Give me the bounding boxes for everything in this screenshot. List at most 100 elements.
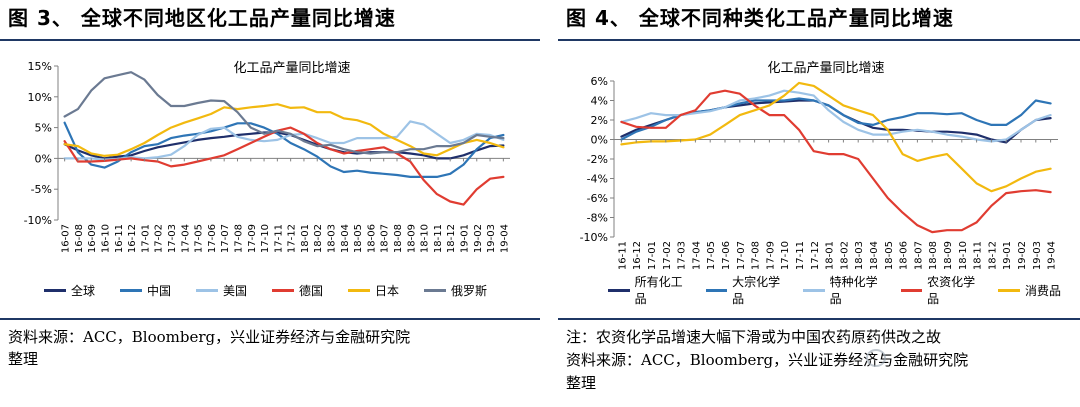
series-line-美国 (63, 120, 505, 161)
y-tick-label: -10% (580, 231, 608, 244)
x-tick-label: 19-02 (1017, 241, 1028, 270)
figure-3-title: 图 3、 全球不同地区化工品产量同比增速 (8, 6, 396, 30)
x-tick-label: 19-02 (473, 224, 484, 253)
wechat-icon (866, 349, 886, 367)
x-tick-label: 17-04 (180, 224, 191, 253)
legend-label: 所有化工品 (634, 275, 683, 306)
chart-title: 化工品产量同比增速 (767, 61, 884, 76)
x-tick-label: 16-11 (114, 224, 125, 253)
x-tick-label: 19-01 (1002, 241, 1013, 270)
x-tick-label: 18-01 (825, 241, 836, 270)
figure-4-title: 图 4、 全球不同种类化工品产量同比增速 (566, 6, 954, 30)
y-tick-label: -2% (587, 153, 608, 166)
x-tick-label: 17-08 (751, 241, 762, 270)
y-tick-label: -6% (587, 192, 608, 205)
y-tick-label: -10% (24, 214, 52, 227)
x-tick-label: 17-09 (247, 224, 258, 253)
y-tick-label: -8% (587, 212, 608, 225)
legend-label: 俄罗斯 (451, 283, 488, 298)
legend-label: 德国 (299, 283, 324, 298)
legend-swatch (705, 288, 728, 292)
plot-area (58, 64, 526, 274)
x-tick-label: 18-07 (913, 241, 924, 270)
x-tick-label: 18-03 (854, 241, 865, 270)
legend-swatch (196, 288, 218, 292)
figure-3-chart: 化工品产量同比增速 -10%-5%0%5%10%15% 16-07 16-08 16… (24, 60, 526, 274)
figure-3-source-line2: 整理 (8, 350, 39, 368)
figure-4-source-line2: 整理 (566, 374, 597, 392)
x-tick-label: 17-02 (662, 241, 673, 270)
x-tick-label: 17-05 (706, 241, 717, 270)
x-tick-label: 18-06 (899, 241, 910, 270)
x-tick-label: 18-11 (433, 224, 444, 253)
legend-swatch (120, 288, 142, 292)
legend-label: 农资化学品 (927, 275, 976, 306)
legend-swatch (998, 288, 1020, 292)
series-line-德国 (63, 126, 505, 206)
series-line-日本 (63, 103, 505, 158)
series-line-全球 (63, 131, 505, 160)
x-tick-label: 17-09 (765, 241, 776, 270)
figure-3-panel: 图 3、 全球不同地区化工品产量同比增速 化工品产量同比增速 -10% -5% 0%… (0, 6, 540, 368)
x-tick-label: 18-10 (420, 224, 431, 253)
legend-label: 消费品 (1025, 283, 1062, 298)
y-tick-label: 10% (28, 91, 52, 104)
x-tick-label: 18-01 (300, 224, 311, 253)
x-tick-label: 17-10 (260, 224, 271, 253)
x-tick-label: 16-08 (74, 224, 85, 253)
legend-label: 大宗化学品 (732, 275, 781, 306)
y-tick-label: 0% (35, 152, 52, 165)
series-line-消费品 (620, 81, 1052, 193)
legend-item: 中国 (120, 282, 184, 299)
x-tick-label: 19-04 (1047, 241, 1058, 270)
legend-item: 全球 (44, 282, 108, 299)
x-tick-label: 16-11 (617, 241, 628, 270)
x-tick-label: 17-03 (167, 224, 178, 253)
x-tick-label: 17-11 (795, 241, 806, 270)
series-line-所有化工品 (620, 99, 1052, 144)
x-tick-label: 18-02 (839, 241, 850, 270)
figure-4-panel: 图 4、 全球不同种类化工品产量同比增速 化工品产量同比增速 -10% -8% -6… (558, 0, 1080, 407)
legend-swatch (44, 288, 66, 292)
x-tick-label: 17-12 (810, 241, 821, 270)
y-tick-label: 0% (591, 134, 608, 147)
y-tick-label: -4% (587, 173, 608, 186)
x-tick-label: 17-07 (220, 224, 231, 253)
legend-item: 所有化工品 (608, 273, 694, 307)
x-tick-label: 18-06 (366, 224, 377, 253)
legend-label: 中国 (147, 283, 172, 298)
legend-swatch (272, 288, 294, 292)
x-tick-label: 18-08 (393, 224, 404, 253)
x-tick-label: 17-07 (736, 241, 747, 270)
x-tick-label: 17-06 (721, 241, 732, 270)
y-tick-label: 15% (28, 60, 52, 73)
x-tick-label: 16-12 (632, 241, 643, 270)
x-tick-label: 18-10 (958, 241, 969, 270)
legend-swatch (424, 288, 446, 292)
x-tick-label: 17-05 (194, 224, 205, 253)
figure-3-top-rule (0, 39, 540, 41)
x-tick-label: 17-11 (273, 224, 284, 253)
figure-4-legend: 所有化工品 大宗化学品 特种化学品 农资化学品 消费品 (608, 275, 1080, 306)
x-tick-label: 17-01 (647, 241, 658, 270)
legend-item: 德国 (272, 282, 336, 299)
legend-item: 美国 (196, 282, 260, 299)
x-tick-label: 17-06 (207, 224, 218, 253)
series-line-特种化学品 (620, 89, 1052, 143)
legend-label: 特种化学品 (829, 275, 878, 306)
y-tick-label: 5% (35, 122, 52, 135)
figure-4-note: 注：农资化学品增速大幅下滑或为中国农药原药供改之故 (566, 328, 942, 346)
y-tick-label: 6% (591, 75, 608, 88)
x-tick-label: 16-07 (61, 224, 72, 253)
x-tick-label: 16-10 (101, 224, 112, 253)
x-tick-label: 18-08 (928, 241, 939, 270)
x-tick-label: 18-07 (380, 224, 391, 253)
figure-4-chart: 化工品产量同比增速 -10% -8% -6% -4% -2% 0% 2% 4% 6% 16-11… (580, 61, 1058, 270)
x-tick-label: 18-04 (340, 224, 351, 253)
y-tick-label: -5% (31, 183, 52, 196)
legend-item: 大宗化学品 (705, 273, 792, 307)
legend-item: 消费品 (998, 282, 1068, 299)
y-tick-label: 4% (591, 95, 608, 108)
x-tick-label: 17-02 (154, 224, 165, 253)
x-tick-label: 18-05 (884, 241, 895, 270)
